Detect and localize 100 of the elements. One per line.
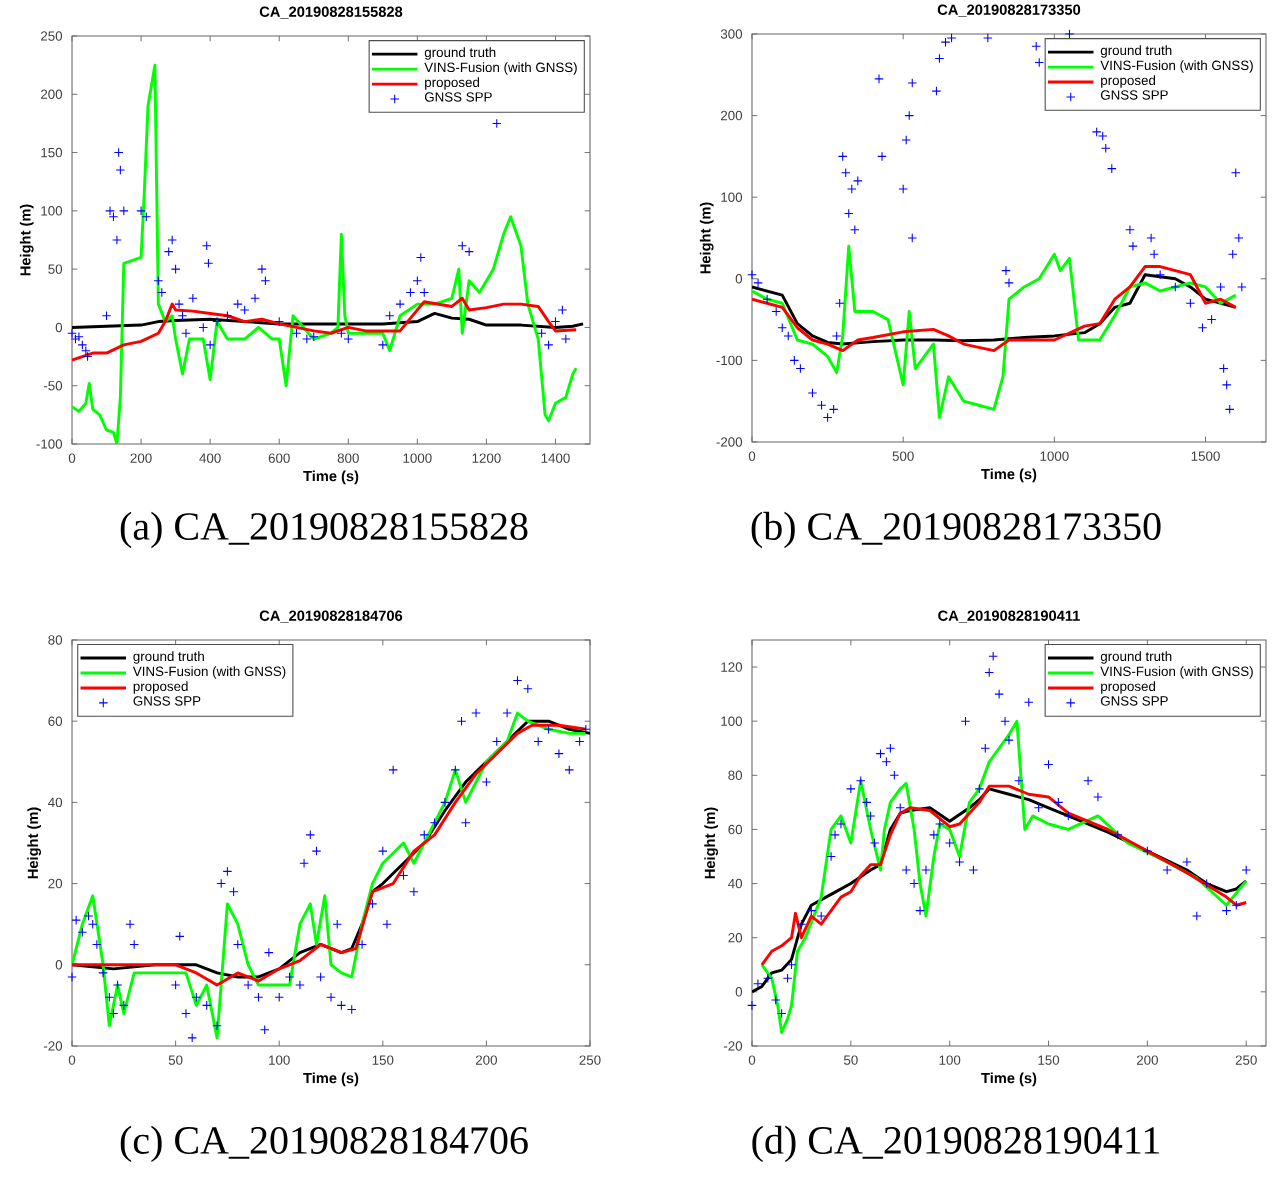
point: [1053, 797, 1064, 808]
line-series: [752, 787, 1248, 994]
point: [907, 78, 918, 88]
point: [954, 857, 965, 867]
point: [934, 53, 945, 64]
point: [136, 206, 146, 216]
point: [822, 412, 833, 423]
point: [1201, 878, 1212, 889]
point: [1185, 298, 1196, 309]
point: [1064, 29, 1075, 39]
point: [257, 264, 267, 274]
point: [1146, 233, 1156, 243]
point: [101, 310, 112, 321]
point: [378, 340, 388, 350]
point: [753, 978, 763, 989]
point: [830, 830, 840, 840]
point: [205, 340, 215, 350]
point: [853, 176, 863, 186]
point: [74, 331, 84, 342]
point: [491, 118, 502, 129]
point: [232, 299, 243, 309]
point: [1237, 282, 1247, 292]
point: [174, 299, 184, 309]
point: [1142, 846, 1153, 856]
point: [789, 355, 800, 366]
point: [1162, 865, 1172, 875]
point: [170, 264, 181, 274]
point: [828, 404, 839, 415]
point: [1097, 131, 1108, 141]
point: [1063, 811, 1074, 821]
point: [875, 748, 886, 759]
point: [747, 1000, 757, 1011]
point: [1014, 775, 1024, 786]
point: [944, 838, 955, 848]
point: [198, 322, 209, 333]
point: [112, 235, 122, 245]
point: [1004, 278, 1014, 288]
point: [837, 151, 848, 162]
line-series: [72, 296, 578, 362]
point: [212, 316, 222, 327]
point: [203, 258, 214, 269]
point: [1091, 127, 1102, 137]
point: [1191, 911, 1202, 921]
point: [67, 328, 77, 339]
point: [1004, 735, 1014, 745]
point: [807, 388, 818, 398]
point: [777, 322, 788, 333]
point: [1221, 380, 1232, 390]
line-series: [760, 719, 1248, 1034]
point: [343, 334, 354, 344]
point: [181, 328, 191, 339]
point: [846, 184, 857, 194]
point: [806, 905, 817, 916]
point: [163, 246, 174, 257]
point: [1128, 241, 1138, 251]
point: [921, 865, 931, 875]
text: (b) CA_20190828173350: [751, 511, 1161, 549]
point: [1083, 775, 1093, 786]
point: [865, 811, 876, 821]
point: [980, 743, 991, 754]
point: [1241, 865, 1252, 875]
point: [909, 878, 919, 889]
point: [836, 819, 846, 829]
point: [869, 838, 880, 848]
point: [1182, 857, 1192, 867]
point: [831, 331, 842, 341]
text: (c) CA_20190828184706: [120, 1125, 528, 1163]
point: [795, 363, 806, 374]
point: [115, 165, 126, 175]
point: [1218, 363, 1229, 374]
point: [113, 147, 124, 158]
point: [1224, 404, 1235, 415]
point: [222, 310, 233, 321]
point: [834, 298, 845, 309]
point: [826, 851, 836, 862]
point: [419, 287, 430, 298]
point: [395, 299, 405, 309]
point: [935, 819, 945, 829]
point: [336, 328, 347, 339]
point: [1170, 282, 1181, 292]
point: [846, 784, 856, 794]
point: [1233, 233, 1244, 243]
point: [885, 743, 896, 754]
point: [840, 167, 851, 178]
point: [1227, 249, 1238, 260]
point: [302, 334, 312, 344]
point: [1149, 249, 1159, 260]
point: [776, 1008, 787, 1019]
point: [550, 316, 561, 327]
point: [931, 86, 942, 96]
point: [1206, 314, 1217, 325]
point: [188, 293, 198, 304]
point: [1000, 716, 1010, 726]
point: [901, 135, 911, 145]
text: (d) CA_20190828190411: [752, 1125, 1159, 1163]
point: [105, 206, 115, 216]
line-series: [72, 63, 578, 444]
point: [855, 775, 866, 786]
point: [994, 689, 1004, 699]
point: [877, 151, 887, 162]
